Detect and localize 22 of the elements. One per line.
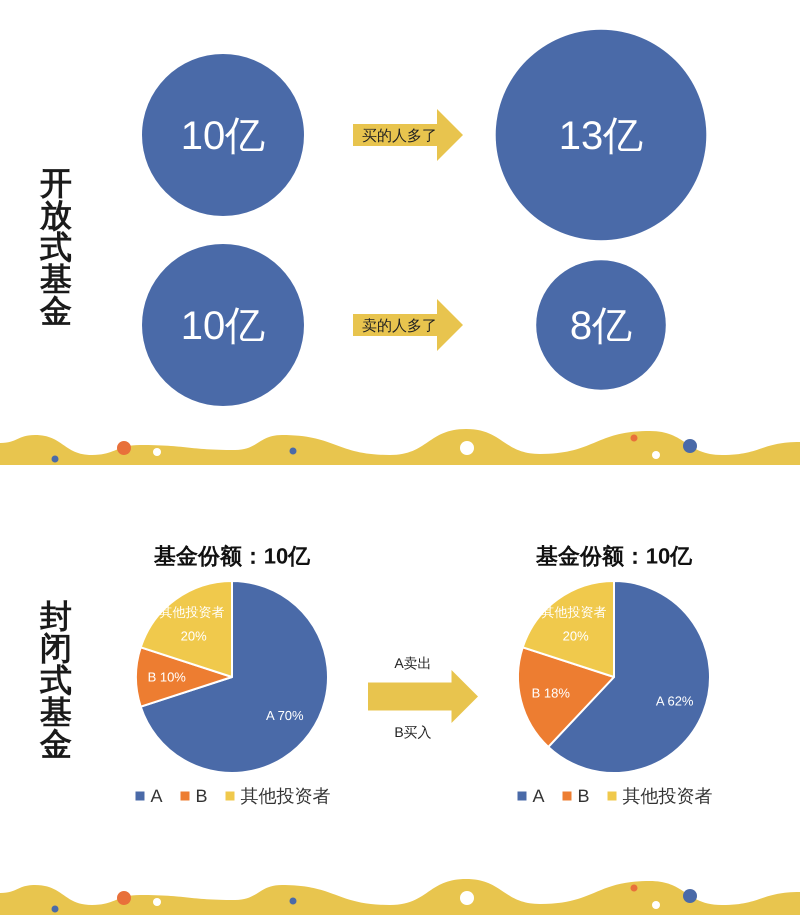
legend-label: A [150, 786, 163, 806]
text: 卖的人多了 [362, 316, 437, 336]
text: B买入 [394, 723, 432, 741]
data-label: 10亿 [180, 114, 266, 158]
legend-label: B [578, 786, 590, 806]
data-label: 10亿 [180, 304, 266, 348]
legend-label: A [532, 786, 545, 806]
text: 开放式基金 [39, 165, 73, 329]
data-label: 13亿 [558, 114, 644, 158]
legend-label: 其他投资者 [622, 786, 713, 806]
legend-label: B [196, 786, 208, 806]
chart-title: 基金份额：10亿 [534, 544, 694, 568]
legend-label: 其他投资者 [240, 786, 331, 806]
data-label: B 18% [532, 686, 570, 701]
data-label: A 70% [266, 708, 304, 723]
data-label: 8亿 [570, 304, 632, 348]
text: A卖出 [394, 654, 432, 672]
text: 封闭式基金 [39, 598, 73, 762]
data-label: A 62% [656, 694, 694, 709]
chart-title: 基金份额：10亿 [152, 544, 312, 568]
text: 买的人多了 [362, 126, 437, 146]
data-label: B 10% [148, 670, 186, 684]
